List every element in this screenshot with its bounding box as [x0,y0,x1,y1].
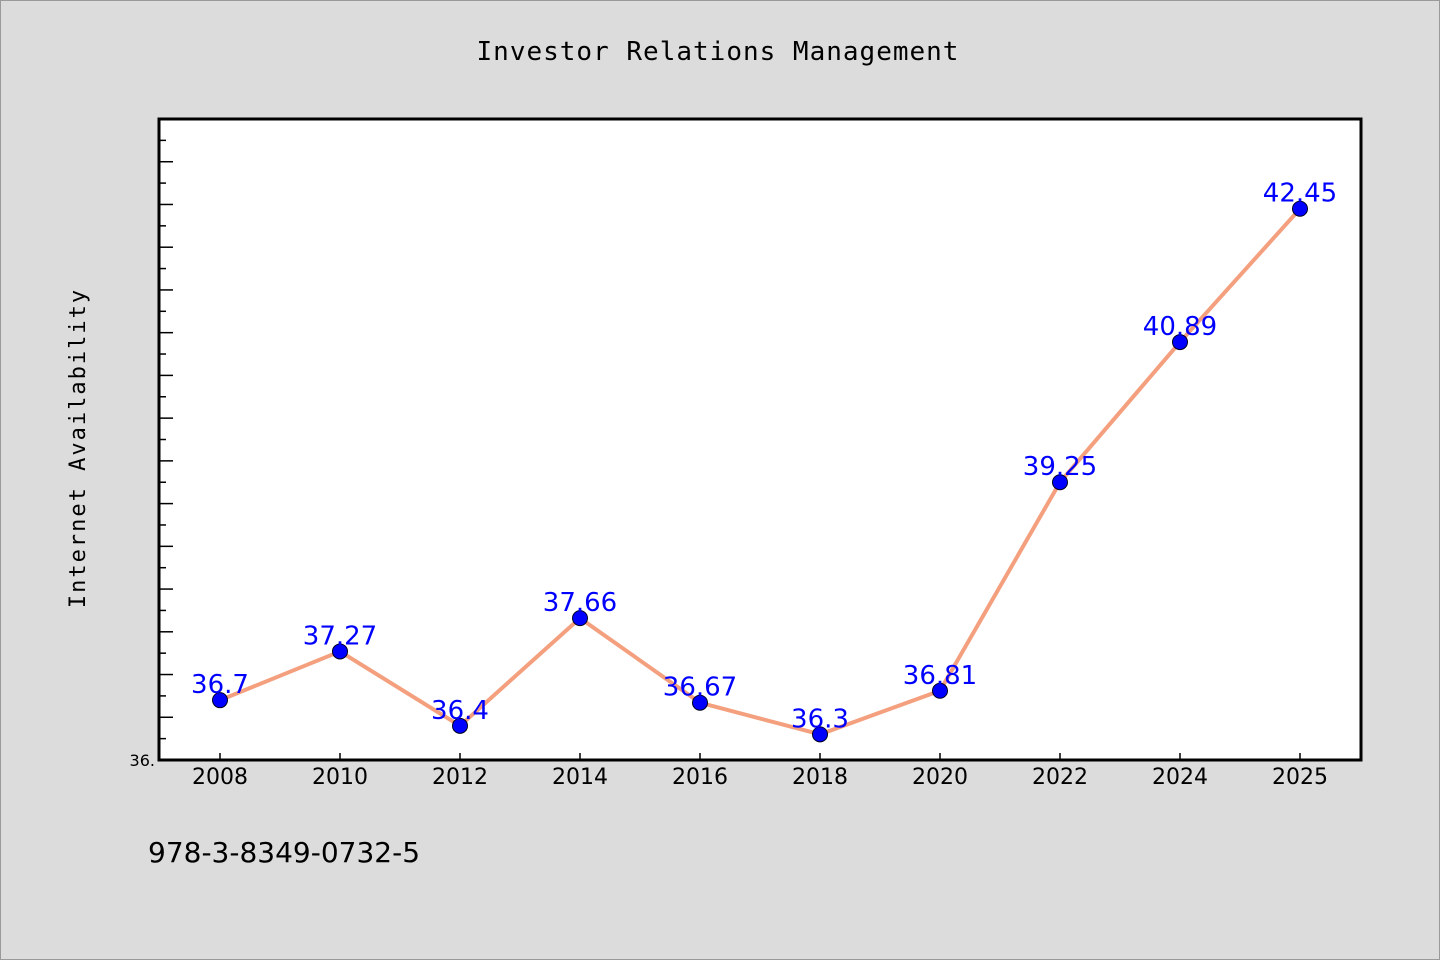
data-point [812,726,828,743]
data-label: 37.27 [303,621,377,651]
x-tick-label: 2012 [432,765,488,790]
series-line-group [218,206,1302,737]
data-point [332,643,348,660]
data-point [452,717,468,734]
data-label: 40.89 [1143,312,1217,342]
x-tick-label: 2014 [552,765,608,790]
chart-title: Investor Relations Management [477,37,960,67]
x-tick-label: 2010 [312,765,368,790]
data-label: 37.66 [543,588,617,618]
data-label: 36.4 [431,696,489,726]
y-tick-label: 36. [130,751,155,770]
data-label: 39.25 [1023,452,1097,482]
x-tick-label: 2022 [1032,765,1088,790]
y-axis-label: Internet Availability [66,288,91,608]
data-labels: 36.7 37.27 36.4 37.66 36.67 36.3 36.81 39.25 40.… [191,179,1337,735]
data-label: 36.67 [663,673,737,703]
x-axis-ticks: 2008 2010 2012 2014 2016 2018 2020 2022 2024 2025 [192,753,1328,790]
data-label: 36.7 [191,670,249,700]
x-tick-label: 2018 [792,765,848,790]
data-markers [212,200,1308,743]
data-label: 42.45 [1263,179,1337,209]
x-tick-label: 2016 [672,765,728,790]
series-line [218,206,1302,737]
plot-area [157,117,1363,762]
isbn-footer: 978-3-8349-0732-5 [148,836,420,869]
data-point [1292,200,1308,217]
data-label: 36.3 [791,704,849,734]
data-label: 36.81 [903,661,977,691]
x-tick-label: 2008 [192,765,248,790]
x-tick-label: 2025 [1272,765,1328,790]
data-point [1052,474,1068,491]
data-point [1172,334,1188,351]
data-point [572,610,588,627]
y-axis-ticks [159,118,173,761]
data-point [932,682,948,699]
x-tick-label: 2020 [912,765,968,790]
data-point [692,694,708,711]
x-tick-label: 2024 [1152,765,1208,790]
data-point [212,692,228,709]
